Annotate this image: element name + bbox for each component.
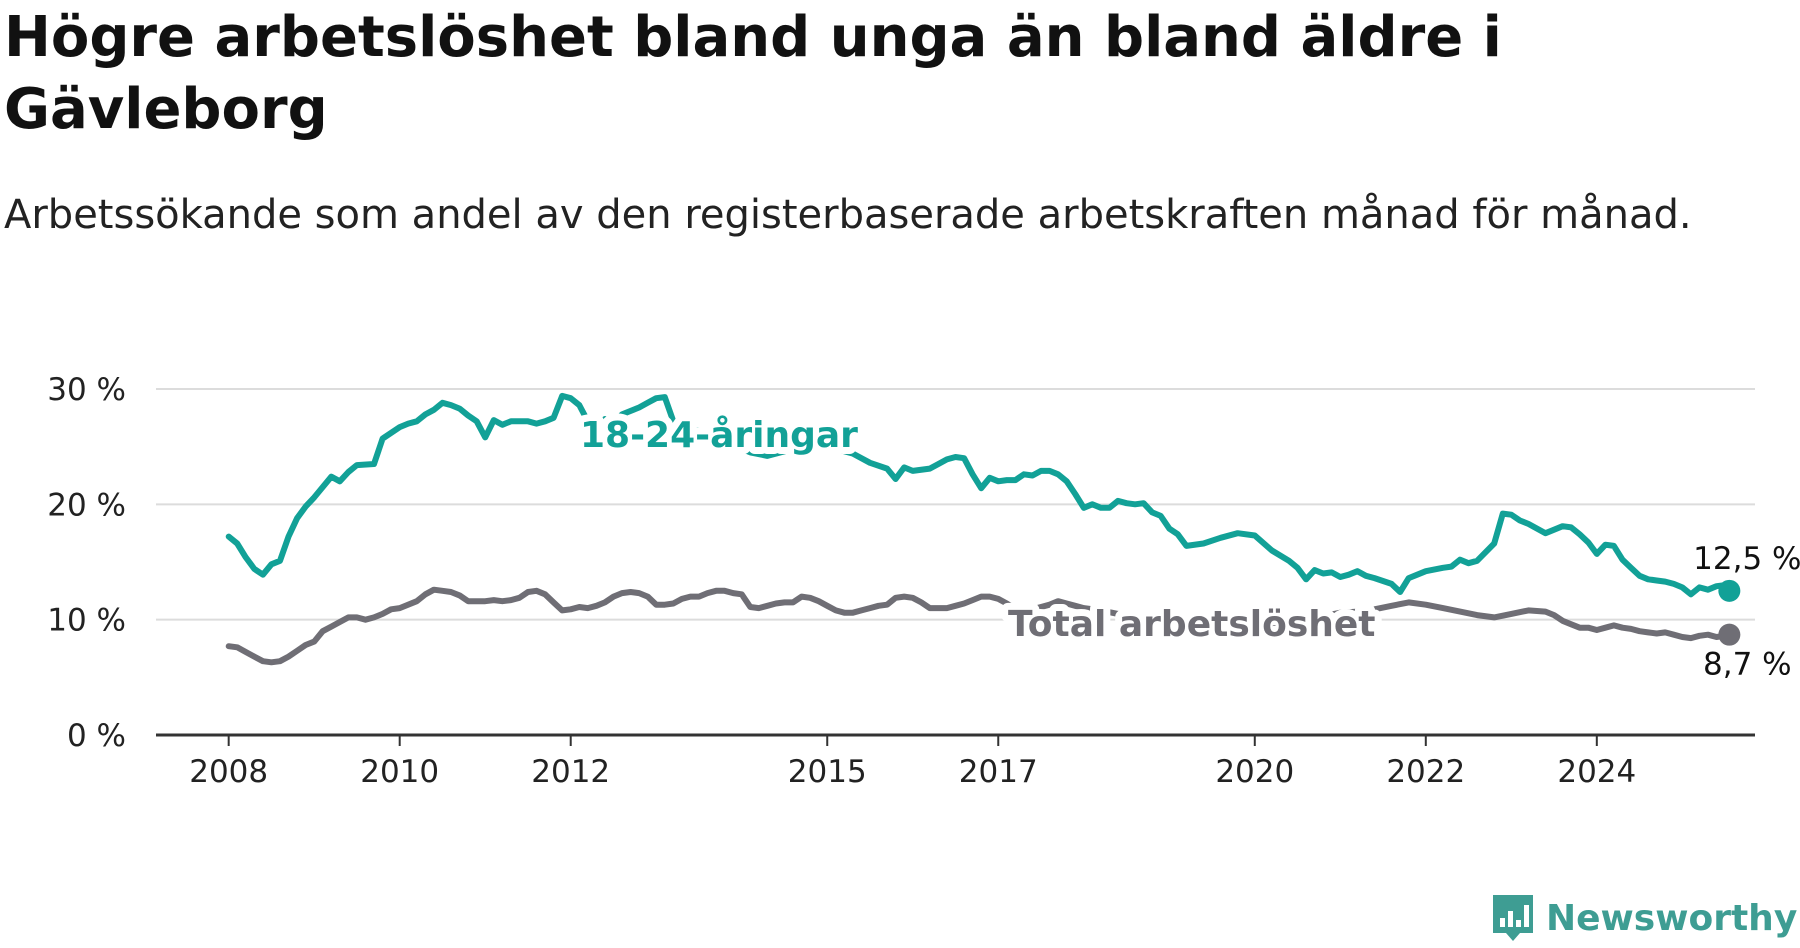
gridlines [156, 388, 1755, 621]
x-tick-label: 2022 [1386, 754, 1465, 790]
series-end-value: 8,7 % [1703, 647, 1792, 683]
y-tick-label: 20 % [47, 487, 126, 523]
newsworthy-logo: Newsworthy [1490, 888, 1797, 948]
y-axis: 0 % 10 % 20 % 30 % [47, 372, 126, 754]
x-tick-label: 2010 [360, 754, 439, 790]
series-line [225, 586, 1733, 666]
series-end-value: 12,5 % [1693, 541, 1800, 577]
x-tick-label: 2020 [1215, 754, 1294, 790]
y-tick-label: 30 % [47, 372, 126, 408]
x-tick-label: 2017 [959, 754, 1038, 790]
chart-title: Högre arbetslöshet bland unga än bland ä… [4, 5, 1502, 142]
series-end-point [1718, 623, 1741, 646]
series-label: Total arbetslöshet [1008, 604, 1376, 645]
x-tick-label: 2024 [1557, 754, 1636, 790]
series-end-point [1718, 579, 1741, 602]
brand-name: Newsworthy [1546, 897, 1798, 939]
x-tick-label: 2015 [788, 754, 867, 790]
x-axis: 2008 2010 2012 2015 2017 2020 2022 2024 [189, 735, 1636, 790]
y-tick-label: 0 % [67, 718, 126, 754]
x-tick-label: 2008 [189, 754, 268, 790]
x-tick-label: 2012 [531, 754, 610, 790]
series-lines [225, 392, 1741, 666]
series-line [225, 392, 1733, 598]
newsworthy-logo-icon [1493, 895, 1533, 941]
series-labels: 12,5 % 8,7 % 18-24-åringar Total arbetslösh… [573, 408, 1800, 683]
series-label: 18-24-åringar [580, 415, 858, 456]
y-tick-label: 10 % [47, 603, 126, 639]
chart-subtitle: Arbetssökande som andel av den registerb… [4, 192, 1692, 238]
